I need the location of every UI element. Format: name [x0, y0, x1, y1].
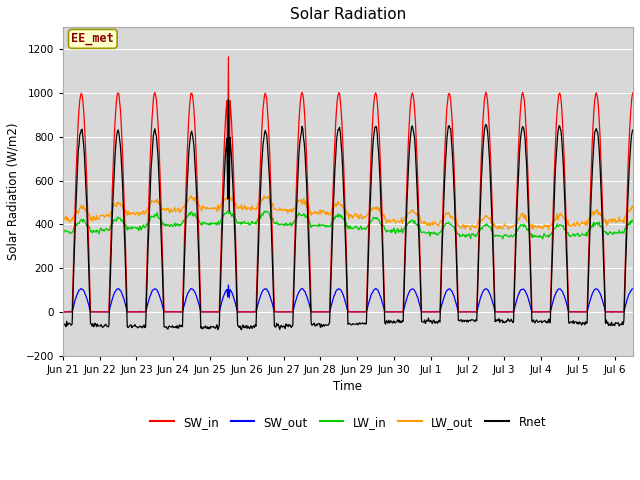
- SW_in: [423, 309, 431, 315]
- Line: LW_in: LW_in: [63, 211, 634, 239]
- SW_in: [225, 54, 232, 60]
- LW_in: [423, 230, 431, 236]
- LW_in: [504, 233, 511, 239]
- SW_in: [183, 154, 191, 159]
- LW_out: [453, 221, 461, 227]
- SW_out: [225, 282, 232, 288]
- Rnet: [372, 124, 380, 130]
- LW_in: [392, 228, 400, 234]
- Line: SW_in: SW_in: [63, 57, 634, 312]
- LW_out: [372, 204, 380, 210]
- Rnet: [225, 96, 232, 102]
- SW_in: [453, 252, 461, 258]
- SW_out: [184, 290, 191, 296]
- Rnet: [630, 130, 637, 135]
- Line: SW_out: SW_out: [63, 285, 634, 312]
- Rnet: [504, 316, 512, 322]
- LW_in: [539, 236, 547, 242]
- SW_out: [424, 309, 431, 314]
- Text: EE_met: EE_met: [72, 32, 114, 46]
- LW_in: [183, 214, 191, 219]
- LW_in: [372, 215, 380, 220]
- LW_out: [392, 219, 400, 225]
- SW_in: [630, 93, 637, 98]
- SW_out: [630, 286, 637, 291]
- SW_out: [372, 286, 380, 292]
- Line: Rnet: Rnet: [63, 99, 634, 330]
- SW_out: [504, 309, 512, 315]
- LW_out: [59, 219, 67, 225]
- LW_in: [630, 219, 637, 225]
- Rnet: [237, 327, 245, 333]
- SW_in: [392, 309, 400, 315]
- LW_out: [423, 223, 431, 228]
- LW_out: [467, 227, 474, 233]
- LW_out: [630, 206, 637, 212]
- SW_out: [454, 306, 461, 312]
- X-axis label: Time: Time: [333, 380, 362, 393]
- SW_out: [393, 309, 401, 314]
- SW_out: [60, 309, 67, 315]
- Y-axis label: Solar Radiation (W/m2): Solar Radiation (W/m2): [7, 123, 20, 260]
- LW_in: [453, 229, 461, 235]
- Rnet: [454, 292, 461, 298]
- SW_out: [59, 309, 67, 315]
- SW_in: [372, 90, 380, 96]
- LW_out: [504, 227, 512, 232]
- LW_out: [183, 199, 191, 205]
- LW_in: [224, 208, 232, 214]
- Line: LW_out: LW_out: [63, 196, 634, 230]
- Legend: SW_in, SW_out, LW_in, LW_out, Rnet: SW_in, SW_out, LW_in, LW_out, Rnet: [145, 411, 551, 433]
- LW_out: [187, 193, 195, 199]
- Title: Solar Radiation: Solar Radiation: [290, 7, 406, 22]
- SW_in: [59, 309, 67, 315]
- Rnet: [393, 318, 401, 324]
- SW_in: [504, 309, 511, 315]
- LW_in: [59, 231, 67, 237]
- Rnet: [424, 318, 431, 324]
- Rnet: [183, 185, 191, 191]
- Rnet: [59, 322, 67, 327]
